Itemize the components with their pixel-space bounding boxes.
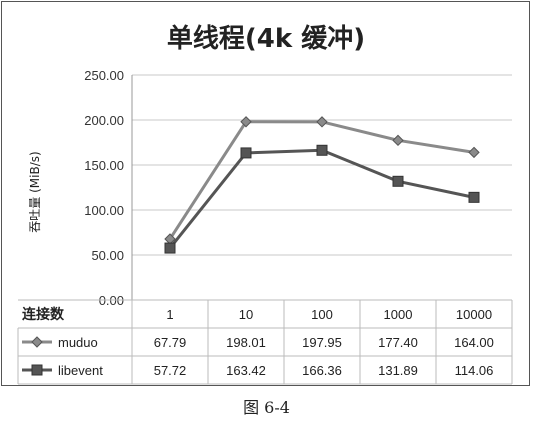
- series-line-muduo: [168, 120, 475, 240]
- data-label-libevent: 166.36: [302, 363, 342, 378]
- x-axis-label: 连接数: [22, 306, 65, 323]
- x-tick-label: 1000: [384, 307, 413, 322]
- y-tick-label: 200.00: [84, 113, 124, 128]
- data-point-libevent: [392, 175, 404, 187]
- y-tick-label: 150.00: [84, 158, 124, 173]
- y-tick-label: 250.00: [84, 68, 124, 83]
- data-label-libevent: 57.72: [154, 363, 187, 378]
- data-label-libevent: 114.06: [455, 363, 494, 378]
- data-point-muduo: [240, 116, 252, 128]
- y-axis-label: 吞吐量 (MiB/s): [28, 151, 42, 232]
- x-tick-label: 1: [166, 307, 173, 322]
- data-label-muduo: 164.00: [454, 335, 494, 350]
- x-tick-label: 10000: [456, 307, 492, 322]
- y-tick-label: 50.00: [91, 248, 124, 263]
- data-point-libevent: [164, 242, 176, 254]
- chart-title: 单线程(4k 缓冲): [167, 23, 365, 54]
- data-point-muduo: [316, 116, 328, 128]
- data-point-libevent: [468, 191, 480, 203]
- line-chart: 单线程(4k 缓冲) 吞吐量 (MiB/s) 0.0050.00100.0015…: [17, 23, 513, 385]
- data-label-muduo: 197.95: [302, 335, 342, 350]
- chart-frame: 单线程(4k 缓冲) 吞吐量 (MiB/s) 0.00 50.00 100.00 15…: [1, 1, 530, 386]
- data-label-libevent: 163.42: [226, 363, 266, 378]
- x-tick-label: 10: [239, 307, 253, 322]
- data-label-muduo: 177.40: [378, 335, 418, 350]
- gridlines: [131, 74, 512, 301]
- data-table: 连接数 1 10 100 1000 10000 muduo 67.79 198.01 197.95…: [17, 299, 513, 385]
- legend-label-libevent: libevent: [58, 363, 103, 378]
- plot-area: [164, 116, 480, 254]
- figure-caption: 图 6-4: [243, 398, 290, 417]
- legend-marker-libevent: [31, 364, 43, 376]
- x-tick-label: 100: [311, 307, 333, 322]
- data-point-muduo: [468, 146, 480, 159]
- data-label-muduo: 198.01: [226, 335, 266, 350]
- legend-marker-muduo: [31, 336, 43, 348]
- data-point-libevent: [240, 147, 252, 159]
- data-point-libevent: [316, 144, 328, 156]
- y-tick-label: 100.00: [84, 203, 124, 218]
- data-label-libevent: 131.89: [378, 363, 418, 378]
- legend-label-muduo: muduo: [58, 335, 98, 350]
- data-label-muduo: 67.79: [154, 335, 187, 350]
- data-point-muduo: [392, 134, 404, 147]
